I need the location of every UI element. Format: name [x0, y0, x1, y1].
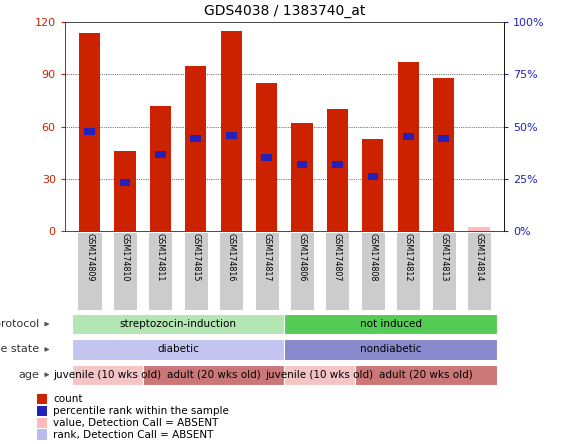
Text: GSM174814: GSM174814: [475, 233, 484, 281]
Bar: [226, 132, 236, 139]
Bar: [355, 365, 497, 385]
Bar: [72, 365, 142, 385]
Bar: [78, 232, 101, 310]
Bar: [113, 232, 137, 310]
Text: GSM174807: GSM174807: [333, 233, 342, 282]
Text: adult (20 wks old): adult (20 wks old): [167, 370, 260, 380]
Bar: [120, 178, 130, 186]
Bar: [327, 109, 348, 231]
Text: percentile rank within the sample: percentile rank within the sample: [53, 406, 229, 416]
Text: GSM174816: GSM174816: [227, 233, 236, 281]
Bar: [72, 339, 284, 360]
Text: GSM174808: GSM174808: [368, 233, 377, 281]
Bar: [37, 405, 47, 416]
Text: juvenile (10 wks old): juvenile (10 wks old): [53, 370, 162, 380]
Bar: [284, 339, 497, 360]
Bar: [79, 33, 100, 231]
Bar: [468, 227, 490, 231]
Text: nondiabetic: nondiabetic: [360, 345, 421, 354]
Bar: [190, 135, 201, 142]
Bar: [362, 139, 383, 231]
Bar: [184, 232, 208, 310]
Bar: [256, 83, 277, 231]
Text: value, Detection Call = ABSENT: value, Detection Call = ABSENT: [53, 418, 219, 428]
Bar: [72, 314, 284, 334]
Bar: [150, 106, 171, 231]
Bar: [148, 232, 172, 310]
Bar: [332, 161, 343, 168]
Text: adult (20 wks old): adult (20 wks old): [379, 370, 473, 380]
Text: GSM174806: GSM174806: [297, 233, 306, 281]
Bar: [221, 31, 242, 231]
Bar: [361, 232, 385, 310]
Text: GSM174811: GSM174811: [156, 233, 165, 281]
Text: streptozocin-induction: streptozocin-induction: [119, 319, 236, 329]
Text: juvenile (10 wks old): juvenile (10 wks old): [266, 370, 374, 380]
Text: GSM174817: GSM174817: [262, 233, 271, 282]
Bar: [142, 365, 284, 385]
Bar: [261, 155, 272, 161]
Text: GSM174810: GSM174810: [120, 233, 129, 281]
Bar: [439, 135, 449, 142]
Bar: [114, 151, 136, 231]
Bar: [292, 123, 312, 231]
Text: age: age: [19, 370, 39, 380]
Bar: [254, 232, 279, 310]
Text: not induced: not induced: [360, 319, 422, 329]
Bar: [325, 232, 350, 310]
Bar: [284, 365, 355, 385]
Text: GSM174813: GSM174813: [439, 233, 448, 281]
Text: protocol: protocol: [0, 319, 39, 329]
Bar: [219, 232, 243, 310]
Bar: [290, 232, 314, 310]
Bar: [37, 393, 47, 404]
Bar: [84, 128, 95, 135]
Text: diabetic: diabetic: [157, 345, 199, 354]
Bar: [397, 62, 419, 231]
Text: GSM174815: GSM174815: [191, 233, 200, 282]
Bar: [155, 151, 166, 158]
Text: count: count: [53, 394, 83, 404]
Text: rank, Detection Call = ABSENT: rank, Detection Call = ABSENT: [53, 430, 214, 440]
Bar: [284, 314, 497, 334]
Text: GSM174812: GSM174812: [404, 233, 413, 282]
Bar: [37, 417, 47, 428]
Bar: [467, 232, 491, 310]
Title: GDS4038 / 1383740_at: GDS4038 / 1383740_at: [204, 4, 365, 18]
Bar: [403, 134, 414, 140]
Bar: [396, 232, 421, 310]
Bar: [433, 78, 454, 231]
Bar: [37, 429, 47, 440]
Bar: [432, 232, 455, 310]
Bar: [368, 174, 378, 180]
Text: GSM174809: GSM174809: [85, 233, 94, 282]
Bar: [297, 161, 307, 168]
Bar: [185, 66, 207, 231]
Text: disease state: disease state: [0, 345, 39, 354]
